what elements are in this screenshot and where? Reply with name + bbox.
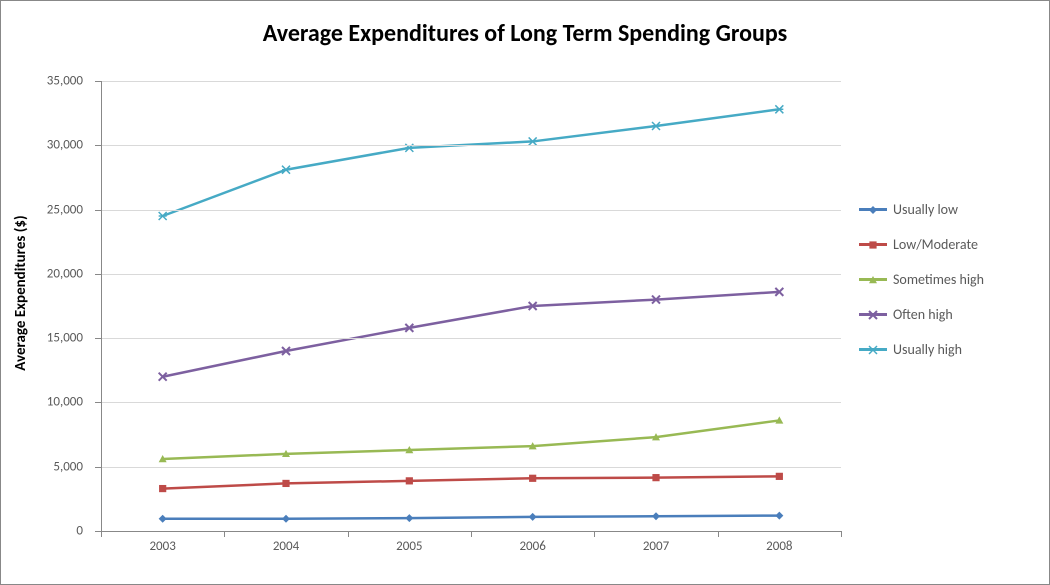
y-tick-label: 5,000	[23, 459, 83, 474]
series-line	[163, 292, 780, 377]
x-tick	[224, 531, 225, 537]
x-tick-label: 2005	[379, 539, 439, 554]
grid-line	[101, 402, 841, 403]
grid-line	[101, 145, 841, 146]
series-line	[163, 516, 780, 519]
legend-item: Usually high	[859, 341, 1029, 358]
legend-label: Often high	[893, 306, 953, 323]
legend-item: Low/Moderate	[859, 236, 1029, 253]
y-axis-title: Average Expenditures ($)	[12, 215, 30, 370]
x-tick	[101, 531, 102, 537]
grid-line	[101, 210, 841, 211]
y-tick-label: 15,000	[23, 331, 83, 346]
legend-item: Sometimes high	[859, 271, 1029, 288]
series-line	[163, 420, 780, 459]
x-tick-label: 2006	[503, 539, 563, 554]
legend-swatch	[859, 313, 887, 316]
grid-line	[101, 274, 841, 275]
chart-title: Average Expenditures of Long Term Spendi…	[1, 19, 1049, 48]
chart-svg	[101, 81, 841, 531]
series-line	[163, 476, 780, 488]
legend-label: Usually low	[893, 201, 958, 218]
x-tick	[471, 531, 472, 537]
legend-swatch	[859, 348, 887, 351]
legend-swatch	[859, 208, 887, 211]
plot-area: 05,00010,00015,00020,00025,00030,00035,0…	[101, 81, 841, 531]
x-tick-label: 2003	[133, 539, 193, 554]
y-tick-label: 20,000	[23, 266, 83, 281]
chart-container: Average Expenditures of Long Term Spendi…	[0, 0, 1050, 585]
grid-line	[101, 81, 841, 82]
legend-label: Low/Moderate	[893, 236, 978, 253]
legend-swatch	[859, 278, 887, 281]
y-tick-label: 0	[23, 524, 83, 539]
y-tick-label: 10,000	[23, 395, 83, 410]
y-axis	[101, 81, 102, 531]
y-tick-label: 25,000	[23, 202, 83, 217]
legend-swatch	[859, 243, 887, 246]
legend: Usually low Low/Moderate Sometimes high Oft…	[859, 201, 1029, 376]
x-tick	[841, 531, 842, 537]
x-tick	[594, 531, 595, 537]
legend-item: Usually low	[859, 201, 1029, 218]
x-tick-label: 2007	[626, 539, 686, 554]
grid-line	[101, 338, 841, 339]
grid-line	[101, 467, 841, 468]
series-line	[163, 109, 780, 216]
y-tick-label: 35,000	[23, 74, 83, 89]
legend-label: Usually high	[893, 341, 962, 358]
legend-item: Often high	[859, 306, 1029, 323]
x-tick-label: 2008	[749, 539, 809, 554]
legend-label: Sometimes high	[893, 271, 984, 288]
x-tick-label: 2004	[256, 539, 316, 554]
x-tick	[718, 531, 719, 537]
x-tick	[348, 531, 349, 537]
y-tick-label: 30,000	[23, 138, 83, 153]
